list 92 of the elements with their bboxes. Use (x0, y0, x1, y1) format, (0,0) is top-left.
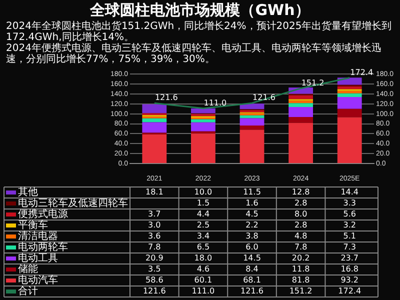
legend-label: 合计 (18, 285, 38, 298)
data-label: 121.6 (142, 286, 166, 296)
data-label: 2.8 (294, 198, 308, 208)
bar (337, 78, 362, 85)
data-label: 12.8 (292, 188, 310, 197)
data-label: 3.0 (148, 220, 161, 230)
bar (337, 97, 362, 109)
data-label: 3.7 (148, 210, 161, 219)
bar (337, 108, 362, 118)
data-label: 2.8 (294, 220, 308, 230)
data-label: 3.4 (196, 232, 210, 241)
bar (191, 119, 216, 122)
chart-title: 全球圆柱电池市场规模（GWh） (88, 1, 311, 20)
data-label: 3.5 (148, 264, 161, 274)
data-label: 11.8 (292, 264, 310, 274)
data-label: 3.3 (343, 198, 356, 208)
chart-subtitle: 2024年全球圆柱电池出货151.2GWh，同比增长24%，预计2025年出货量有望增长到172.4GWh,同比增长14%。 2024年便携式电源、电动三轮车及低速四轮车、电动工具、电动两轮车等领域增长迅速，分别同比增长77%，75%，39%，30%。 (6, 21, 393, 65)
bar (337, 86, 362, 90)
data-label: 18.0 (194, 254, 212, 263)
text: 172.4 (350, 68, 374, 77)
legend-label: 平衡车 (18, 219, 48, 232)
data-label: 121.6 (240, 286, 264, 296)
legend-label: 电动三轮车及低速四轮车 (18, 197, 128, 210)
data-label: 60.1 (194, 276, 212, 285)
legend-label: 清洁电器 (18, 230, 58, 242)
data-label: 18.1 (145, 188, 164, 197)
data-label: 23.7 (340, 254, 359, 263)
data-label: 68.1 (243, 276, 261, 285)
data-label: 111.0 (192, 286, 215, 296)
legend-label: 电动工具 (18, 252, 58, 264)
data-label: 6.5 (196, 242, 210, 252)
data-label: 2.5 (196, 220, 210, 230)
bar (142, 104, 167, 114)
bar (240, 118, 264, 126)
bar (142, 122, 167, 133)
bar (288, 117, 313, 123)
data-label: 151.2 (289, 286, 312, 296)
legend-label: 其他 (18, 186, 38, 198)
bar (288, 100, 313, 104)
bar (191, 122, 216, 132)
data-label: 4.8 (294, 232, 308, 241)
data-label: 1.5 (196, 198, 210, 208)
legend-label: 储能 (18, 263, 38, 276)
data-label: 14.4 (340, 188, 359, 197)
data-label: 7.8 (294, 242, 308, 252)
text: 121.6 (252, 93, 276, 102)
data-label: 10.0 (194, 188, 212, 197)
text: 121.6 (154, 93, 178, 102)
bar (240, 130, 264, 164)
bar (142, 134, 167, 164)
bar (337, 93, 362, 98)
data-label: 16.8 (340, 264, 359, 274)
data-label: 7.8 (148, 242, 161, 252)
bar (288, 122, 313, 164)
data-label: 4.4 (196, 210, 210, 219)
data-label: 93.2 (340, 276, 359, 285)
data-label: 5.1 (343, 232, 356, 241)
bar (142, 118, 167, 122)
data-label: 5.6 (343, 210, 356, 219)
data-label: 2.2 (246, 220, 258, 230)
data-label: 4.5 (246, 210, 258, 219)
bar (337, 117, 362, 164)
data-label: 20.9 (145, 254, 164, 263)
bar (288, 103, 313, 107)
data-label: 8.4 (246, 264, 258, 274)
data-label: 172.4 (338, 286, 362, 296)
legend-label: 电动两轮车 (18, 241, 68, 254)
data-label: 14.5 (243, 254, 261, 263)
bar (191, 108, 216, 114)
legend-label: 电动汽车 (18, 274, 58, 286)
text: 151.2 (301, 78, 324, 88)
data-label: 81.8 (292, 276, 310, 285)
text: 111.0 (204, 98, 227, 108)
bar (240, 126, 264, 130)
data-label: 3.2 (343, 220, 356, 230)
legend-label: 便携式电源 (18, 208, 68, 220)
data-label: 6.0 (246, 242, 258, 252)
data-label: 1.6 (246, 198, 258, 208)
data-label: 3.6 (148, 232, 161, 241)
bar (288, 106, 313, 118)
bar (240, 104, 264, 110)
data-label: 11.5 (243, 188, 261, 197)
data-label: 4.6 (196, 264, 210, 274)
bar (337, 90, 362, 94)
bar (288, 95, 313, 100)
data-label: 58.6 (145, 276, 164, 285)
bar (240, 115, 264, 118)
data-label: 8.0 (294, 210, 308, 219)
bar (191, 134, 216, 164)
data-label: 7.3 (343, 242, 356, 252)
data-label: 20.2 (292, 254, 310, 263)
data-label: 3.8 (246, 232, 258, 241)
